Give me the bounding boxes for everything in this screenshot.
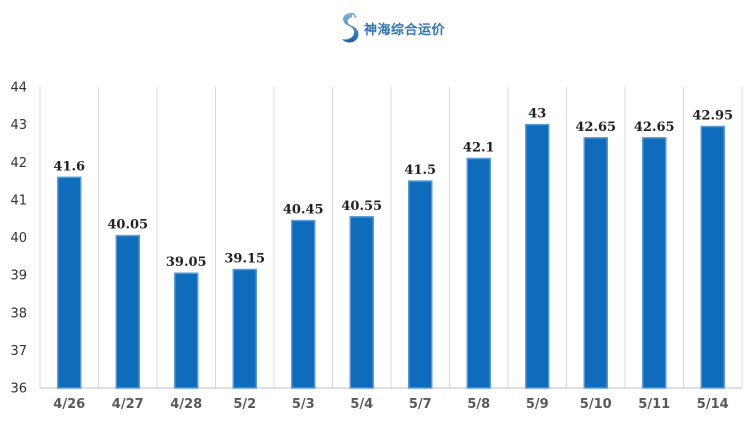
data-label: 40.05 bbox=[107, 218, 148, 233]
data-label: 39.05 bbox=[166, 255, 207, 270]
brand-logo: 神海综合运价 bbox=[336, 8, 445, 48]
x-category-label: 5/9 bbox=[526, 397, 549, 412]
data-label: 42.65 bbox=[575, 120, 616, 135]
bar bbox=[642, 137, 667, 389]
x-category-label: 5/11 bbox=[638, 397, 670, 412]
x-category-label: 4/28 bbox=[170, 397, 202, 412]
data-label: 42.1 bbox=[463, 140, 495, 155]
bar bbox=[466, 157, 491, 389]
y-tick-label: 41 bbox=[10, 193, 27, 208]
seahorse-s-logo-icon bbox=[342, 12, 359, 43]
y-tick-label: 38 bbox=[10, 306, 27, 321]
bar bbox=[291, 219, 316, 389]
data-label: 41.6 bbox=[53, 159, 85, 174]
bar bbox=[349, 216, 374, 389]
data-label: 43 bbox=[528, 107, 546, 122]
y-tick-label: 36 bbox=[10, 382, 27, 397]
y-tick-label: 44 bbox=[10, 81, 27, 96]
bar bbox=[583, 137, 608, 389]
x-category-label: 5/8 bbox=[467, 397, 490, 412]
bar bbox=[57, 176, 82, 389]
data-label: 39.15 bbox=[224, 251, 265, 266]
x-category-label: 4/27 bbox=[112, 397, 144, 412]
x-category-label: 5/3 bbox=[292, 397, 315, 412]
data-label: 42.95 bbox=[692, 109, 733, 124]
bar bbox=[232, 268, 257, 389]
bar bbox=[700, 125, 725, 389]
x-category-label: 5/7 bbox=[409, 397, 432, 412]
bar bbox=[408, 180, 433, 389]
grid-lines bbox=[39, 87, 743, 389]
data-label: 42.65 bbox=[634, 120, 675, 135]
brand-name: 神海综合运价 bbox=[364, 22, 446, 38]
bar bbox=[115, 234, 140, 389]
bars bbox=[57, 123, 725, 389]
data-label: 41.5 bbox=[404, 163, 436, 178]
y-tick-label: 40 bbox=[10, 231, 27, 246]
y-tick-label: 42 bbox=[10, 156, 27, 171]
data-label: 40.45 bbox=[283, 203, 324, 218]
y-tick-label: 39 bbox=[10, 269, 27, 284]
x-category-label: 5/2 bbox=[233, 397, 256, 412]
y-axis-ticks: 36 37 38 39 40 41 42 43 44 bbox=[10, 81, 27, 397]
x-category-label: 4/26 bbox=[53, 397, 85, 412]
x-category-label: 5/10 bbox=[580, 397, 612, 412]
x-axis-categories: 4/26 4/27 4/28 5/2 5/3 5/4 5/7 5/8 5/9 5/10 5/11 5/… bbox=[53, 397, 728, 412]
y-tick-label: 37 bbox=[10, 344, 27, 359]
x-category-label: 5/4 bbox=[350, 397, 373, 412]
x-category-label: 5/14 bbox=[697, 397, 729, 412]
data-labels: 41.6 40.05 39.05 39.15 40.45 40.55 41.5 42.1 43 4… bbox=[53, 107, 733, 271]
y-tick-label: 43 bbox=[10, 118, 27, 133]
bar bbox=[174, 272, 199, 389]
data-label: 40.55 bbox=[341, 199, 382, 214]
bar bbox=[525, 123, 550, 389]
